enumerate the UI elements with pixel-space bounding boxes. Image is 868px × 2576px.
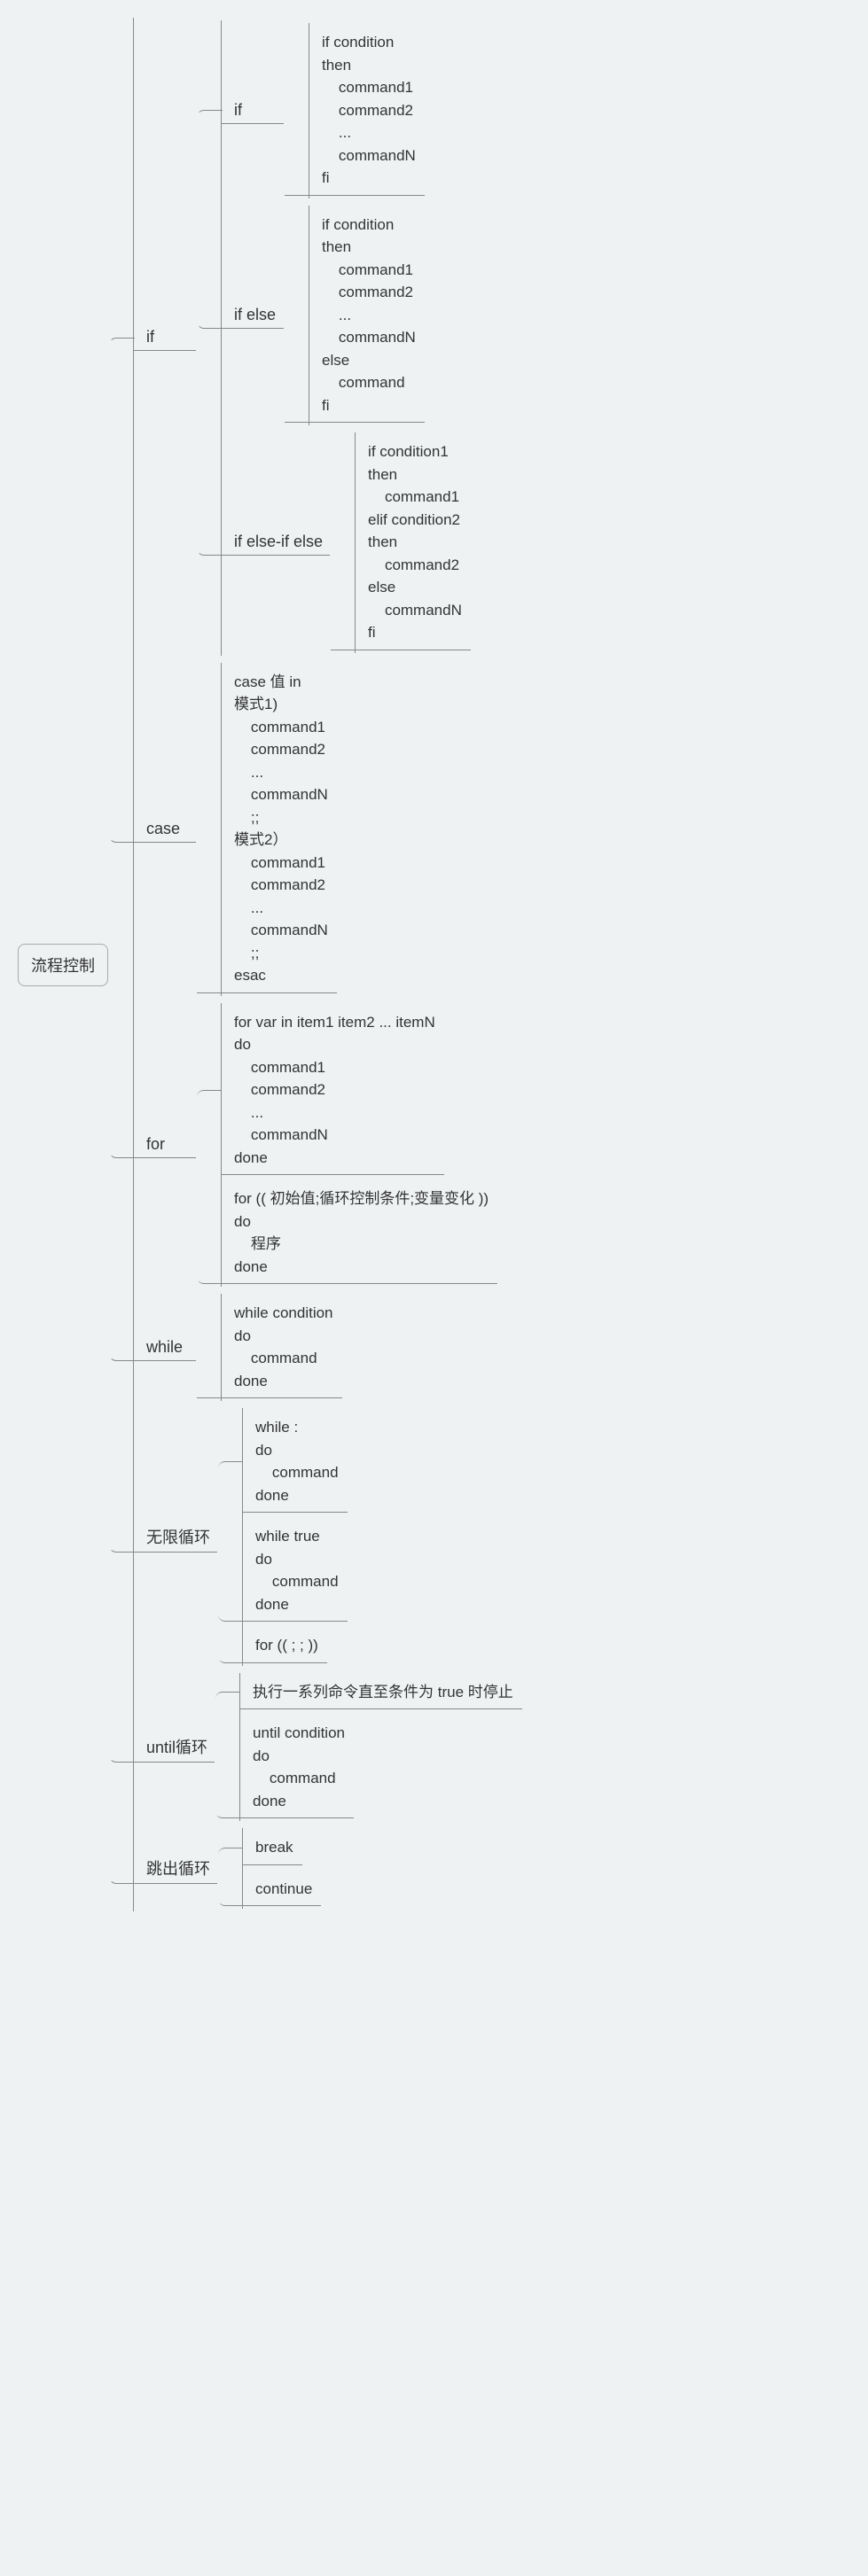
label-break: 跳出循环 — [134, 1853, 217, 1884]
node-if-else: if else if condition then command1 comma… — [222, 202, 471, 430]
leaf-infinite-1: while : do command done — [243, 1407, 348, 1516]
children-infinite: while : do command done while true do co… — [242, 1408, 348, 1666]
children-if-elif: if condition1 then command1 elif conditi… — [355, 432, 471, 653]
node-until: until循环 执行一系列命令直至条件为 true 时停止 until cond… — [134, 1669, 522, 1825]
children-while: while condition do command done — [221, 1294, 342, 1401]
code-for-2: for (( 初始值;循环控制条件;变量变化 )) do 程序 done — [222, 1182, 497, 1284]
root-children: if if if condition then command1 command… — [133, 18, 522, 1911]
code-infinite-1: while : do command done — [243, 1411, 348, 1513]
node-if: if if if condition then command1 command… — [134, 17, 522, 659]
label-if-elif: if else-if else — [222, 529, 330, 556]
node-infinite: 无限循环 while : do command done while true … — [134, 1405, 522, 1669]
label-if-simple: if — [222, 97, 284, 124]
children-until: 执行一系列命令直至条件为 true 时停止 until condition do… — [239, 1673, 522, 1822]
children-if-simple: if condition then command1 command2 ... … — [309, 23, 425, 198]
node-while: while while condition do command done — [134, 1290, 522, 1405]
leaf-until-note: 执行一系列命令直至条件为 true 时停止 — [240, 1672, 522, 1714]
children-if-else: if condition then command1 command2 ... … — [309, 206, 425, 426]
code-case: case 值 in 模式1) command1 command2 ... com… — [222, 665, 337, 993]
children-case: case 值 in 模式1) command1 command2 ... com… — [221, 663, 337, 996]
note-until: 执行一系列命令直至条件为 true 时停止 — [240, 1676, 522, 1710]
children-if: if if condition then command1 command2 .… — [221, 20, 471, 656]
label-while: while — [134, 1335, 196, 1361]
node-if-elif: if else-if else if condition1 then comma… — [222, 429, 471, 657]
leaf-case: case 值 in 模式1) command1 command2 ... com… — [222, 662, 337, 997]
leaf-break: break — [243, 1827, 321, 1869]
label-if-else: if else — [222, 302, 284, 329]
leaf-until-code: until condition do command done — [240, 1713, 522, 1822]
leaf-continue: continue — [243, 1869, 321, 1911]
leaf-if-else: if condition then command1 command2 ... … — [309, 205, 425, 427]
label-until: until循环 — [134, 1732, 215, 1763]
node-break: 跳出循环 break continue — [134, 1825, 522, 1912]
code-until: until condition do command done — [240, 1716, 354, 1818]
root-node: 流程控制 — [18, 944, 108, 986]
leaf-infinite-3: for (( ; ; )) — [243, 1625, 348, 1667]
leaf-infinite-2: while true do command done — [243, 1516, 348, 1625]
code-break: break — [243, 1831, 302, 1865]
children-for: for var in item1 item2 ... itemN do comm… — [221, 1003, 497, 1288]
leaf-if-simple: if condition then command1 command2 ... … — [309, 22, 425, 199]
children-break: break continue — [242, 1828, 321, 1909]
leaf-while: while condition do command done — [222, 1293, 342, 1402]
code-while: while condition do command done — [222, 1296, 342, 1398]
leaf-if-elif: if condition1 then command1 elif conditi… — [356, 432, 471, 654]
code-continue: continue — [243, 1872, 321, 1907]
label-for: for — [134, 1132, 196, 1158]
label-case: case — [134, 816, 196, 843]
code-infinite-3: for (( ; ; )) — [243, 1629, 327, 1663]
node-for: for for var in item1 item2 ... itemN do … — [134, 1000, 522, 1291]
leaf-for-2: for (( 初始值;循环控制条件;变量变化 )) do 程序 done — [222, 1179, 497, 1288]
code-if-elif: if condition1 then command1 elif conditi… — [356, 435, 471, 650]
mindmap-root: 流程控制 if if if condition then command1 co… — [18, 18, 850, 1911]
label-infinite: 无限循环 — [134, 1521, 217, 1553]
node-if-simple: if if condition then command1 command2 .… — [222, 19, 471, 202]
label-if: if — [134, 324, 196, 351]
node-case: case case 值 in 模式1) command1 command2 ..… — [134, 659, 522, 1000]
code-for-1: for var in item1 item2 ... itemN do comm… — [222, 1006, 444, 1176]
code-if-simple: if condition then command1 command2 ... … — [309, 26, 425, 196]
leaf-for-1: for var in item1 item2 ... itemN do comm… — [222, 1002, 497, 1179]
code-infinite-2: while true do command done — [243, 1520, 348, 1622]
code-if-else: if condition then command1 command2 ... … — [309, 208, 425, 424]
